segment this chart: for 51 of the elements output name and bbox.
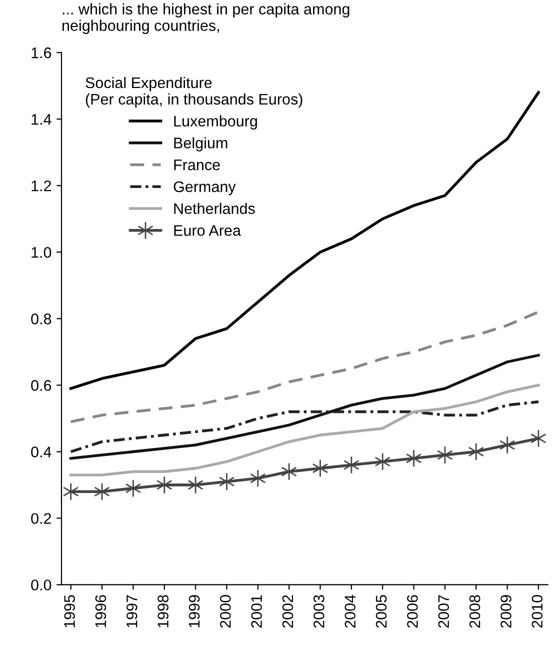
point [437,446,453,464]
x-tick-label: 1999 [188,595,200,628]
x-tick-label: 2007 [438,595,450,628]
line-series [69,91,540,390]
legend-label: Netherlands [174,202,255,214]
point [344,456,360,474]
legend-label: Belgium [174,137,228,152]
y-tick-label: 0.2 [31,513,52,524]
legend-label: Euro Area [174,225,241,236]
y-tick-label: 1.6 [32,47,52,58]
x-tick-label: 1998 [158,595,168,628]
x-tick-label: 2000 [220,595,231,628]
x-tick-label: 1996 [95,595,106,628]
y-tick-label: 0.4 [31,446,52,458]
point [406,449,422,468]
point [156,476,172,494]
line-series [69,354,540,460]
y-tick-label: 0.6 [31,380,52,391]
point [218,472,235,491]
y-tick-label: 1.4 [32,114,52,125]
x-tick-label: 1997 [126,595,138,628]
line-series [69,384,540,476]
point [499,436,516,454]
point [468,442,484,461]
y-tick-label: 0.0 [31,580,52,590]
legend-label: Germany [174,181,236,196]
x-tick-label: 2002 [282,595,294,628]
x-tick-label: 1995 [64,595,75,628]
y-tick-label: 0.8 [31,314,52,324]
legend-title: Social Expenditure (Per capita, in thousands Euros) [86,76,302,108]
point [62,482,79,501]
legend-label: Luxembourg [174,115,257,130]
point [374,452,391,471]
line-series [69,310,540,424]
x-tick-label: 2009 [500,595,512,628]
point [312,459,328,478]
x-tick-label: 2008 [469,595,480,628]
y-tick-label: 1.0 [32,246,52,258]
line-series [69,400,540,454]
chart-title: ... which is the highest in per capita among neighbouring countries, [62,3,350,34]
x-tick-label: 2004 [344,594,356,628]
y-tick-label: 1.2 [32,180,52,192]
legend-label: France [174,160,220,170]
point [125,479,142,498]
point [250,469,266,488]
x-tick-label: 2010 [532,595,543,628]
x-tick-label: 2003 [314,595,324,628]
x-tick-label: 2006 [407,595,418,628]
point [281,462,297,481]
x-tick-label: 2005 [376,595,387,628]
x-tick-label: 2001 [251,595,262,628]
